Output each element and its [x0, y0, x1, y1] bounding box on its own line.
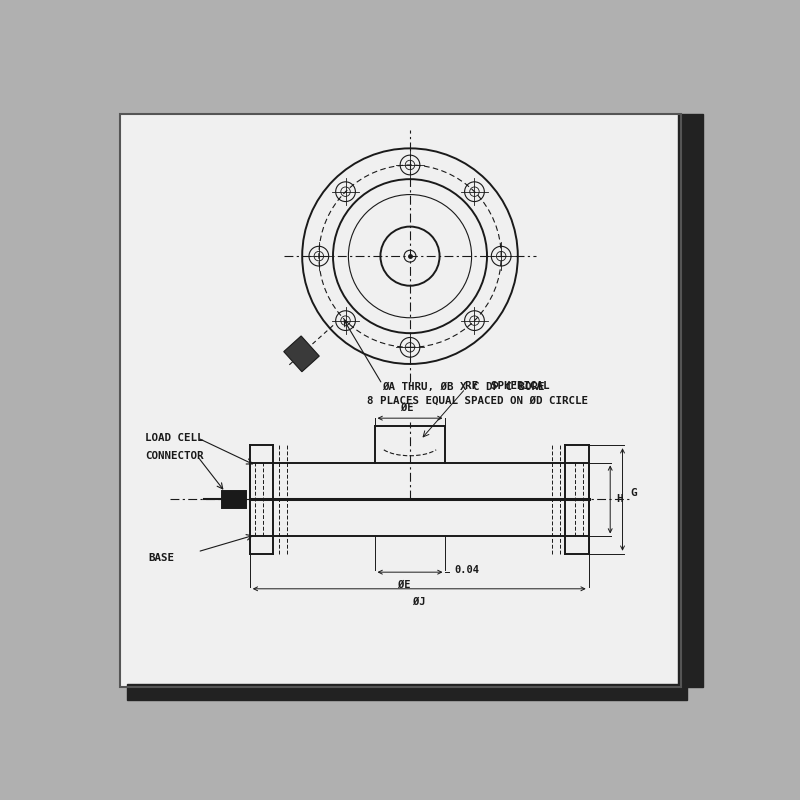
Text: G: G [630, 488, 637, 498]
Text: LOAD CELL: LOAD CELL [145, 433, 204, 443]
Text: 8 PLACES EQUAL SPACED ON ØD CIRCLE: 8 PLACES EQUAL SPACED ON ØD CIRCLE [367, 396, 588, 406]
Text: RF  SPHERICAL: RF SPHERICAL [466, 381, 550, 390]
Bar [678, 114, 702, 687]
Text: BASE: BASE [148, 553, 174, 563]
Text: ØA THRU, ØB X C DP C'BORE: ØA THRU, ØB X C DP C'BORE [382, 382, 545, 393]
Text: 0.04: 0.04 [454, 566, 480, 575]
Polygon shape [284, 336, 319, 372]
Bar [222, 491, 246, 508]
Text: H: H [616, 494, 623, 505]
Text: ØJ: ØJ [413, 597, 426, 607]
Text: CONNECTOR: CONNECTOR [145, 451, 204, 462]
Bar [126, 684, 687, 700]
Text: ØE: ØE [401, 403, 413, 414]
Text: ØE: ØE [398, 580, 410, 590]
